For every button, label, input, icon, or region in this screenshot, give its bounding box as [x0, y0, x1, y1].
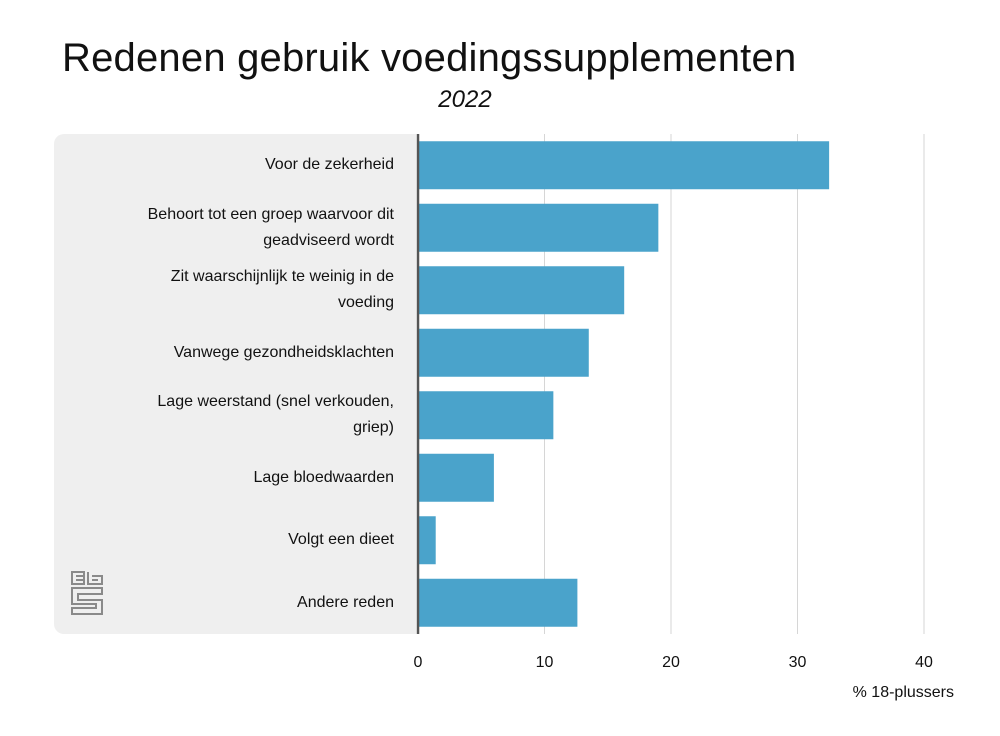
chart-subtitle: 2022	[438, 86, 492, 113]
category-label-line: Vanwege gezondheidsklachten	[173, 343, 394, 361]
x-tick-label: 10	[536, 654, 554, 671]
x-tick-label: 30	[789, 654, 807, 671]
category-label-line: geadviseerd wordt	[263, 231, 394, 249]
category-label: Volgt een dieet	[94, 527, 394, 553]
category-label: Vanwege gezondheidsklachten	[94, 340, 394, 366]
bar-1	[418, 141, 830, 190]
bar-6	[418, 453, 494, 502]
category-label-line: Lage weerstand (snel verkouden,	[157, 393, 394, 411]
category-label-line: Lage bloedwaarden	[253, 468, 394, 486]
category-label-line: Andere reden	[297, 593, 394, 611]
category-label: Zit waarschijnlijk te weinig in de voedin…	[94, 264, 394, 316]
x-tick-label: 0	[414, 654, 423, 671]
category-label-line: voeding	[337, 294, 394, 312]
category-label-panel	[54, 134, 416, 634]
category-label: Behoort tot een groep waarvoor dit geadvi…	[94, 202, 394, 254]
bar-7	[418, 516, 436, 565]
bar-3	[418, 266, 625, 315]
x-tick-label: 20	[662, 654, 680, 671]
x-tick-label: 40	[915, 654, 933, 671]
category-label: Voor de zekerheid	[94, 152, 394, 178]
category-label: Lage weerstand (snel verkouden, griep)	[94, 389, 394, 441]
x-axis-title: % 18-plussers	[852, 684, 954, 701]
category-label: Lage bloedwaarden	[94, 465, 394, 491]
category-label: Andere reden	[94, 590, 394, 616]
category-label-line: Voor de zekerheid	[265, 156, 394, 174]
cbs-logo-icon	[71, 571, 103, 615]
category-label-line: Volgt een dieet	[288, 531, 394, 549]
bar-8	[418, 578, 578, 627]
category-label-line: griep)	[353, 419, 394, 437]
bar-4	[418, 328, 589, 377]
bar-2	[418, 203, 659, 252]
chart-title: Redenen gebruik voedingssupplementen	[62, 36, 797, 80]
bar-5	[418, 391, 554, 440]
category-label-line: Zit waarschijnlijk te weinig in de	[170, 268, 394, 286]
category-label-line: Behoort tot een groep waarvoor dit	[147, 205, 394, 223]
